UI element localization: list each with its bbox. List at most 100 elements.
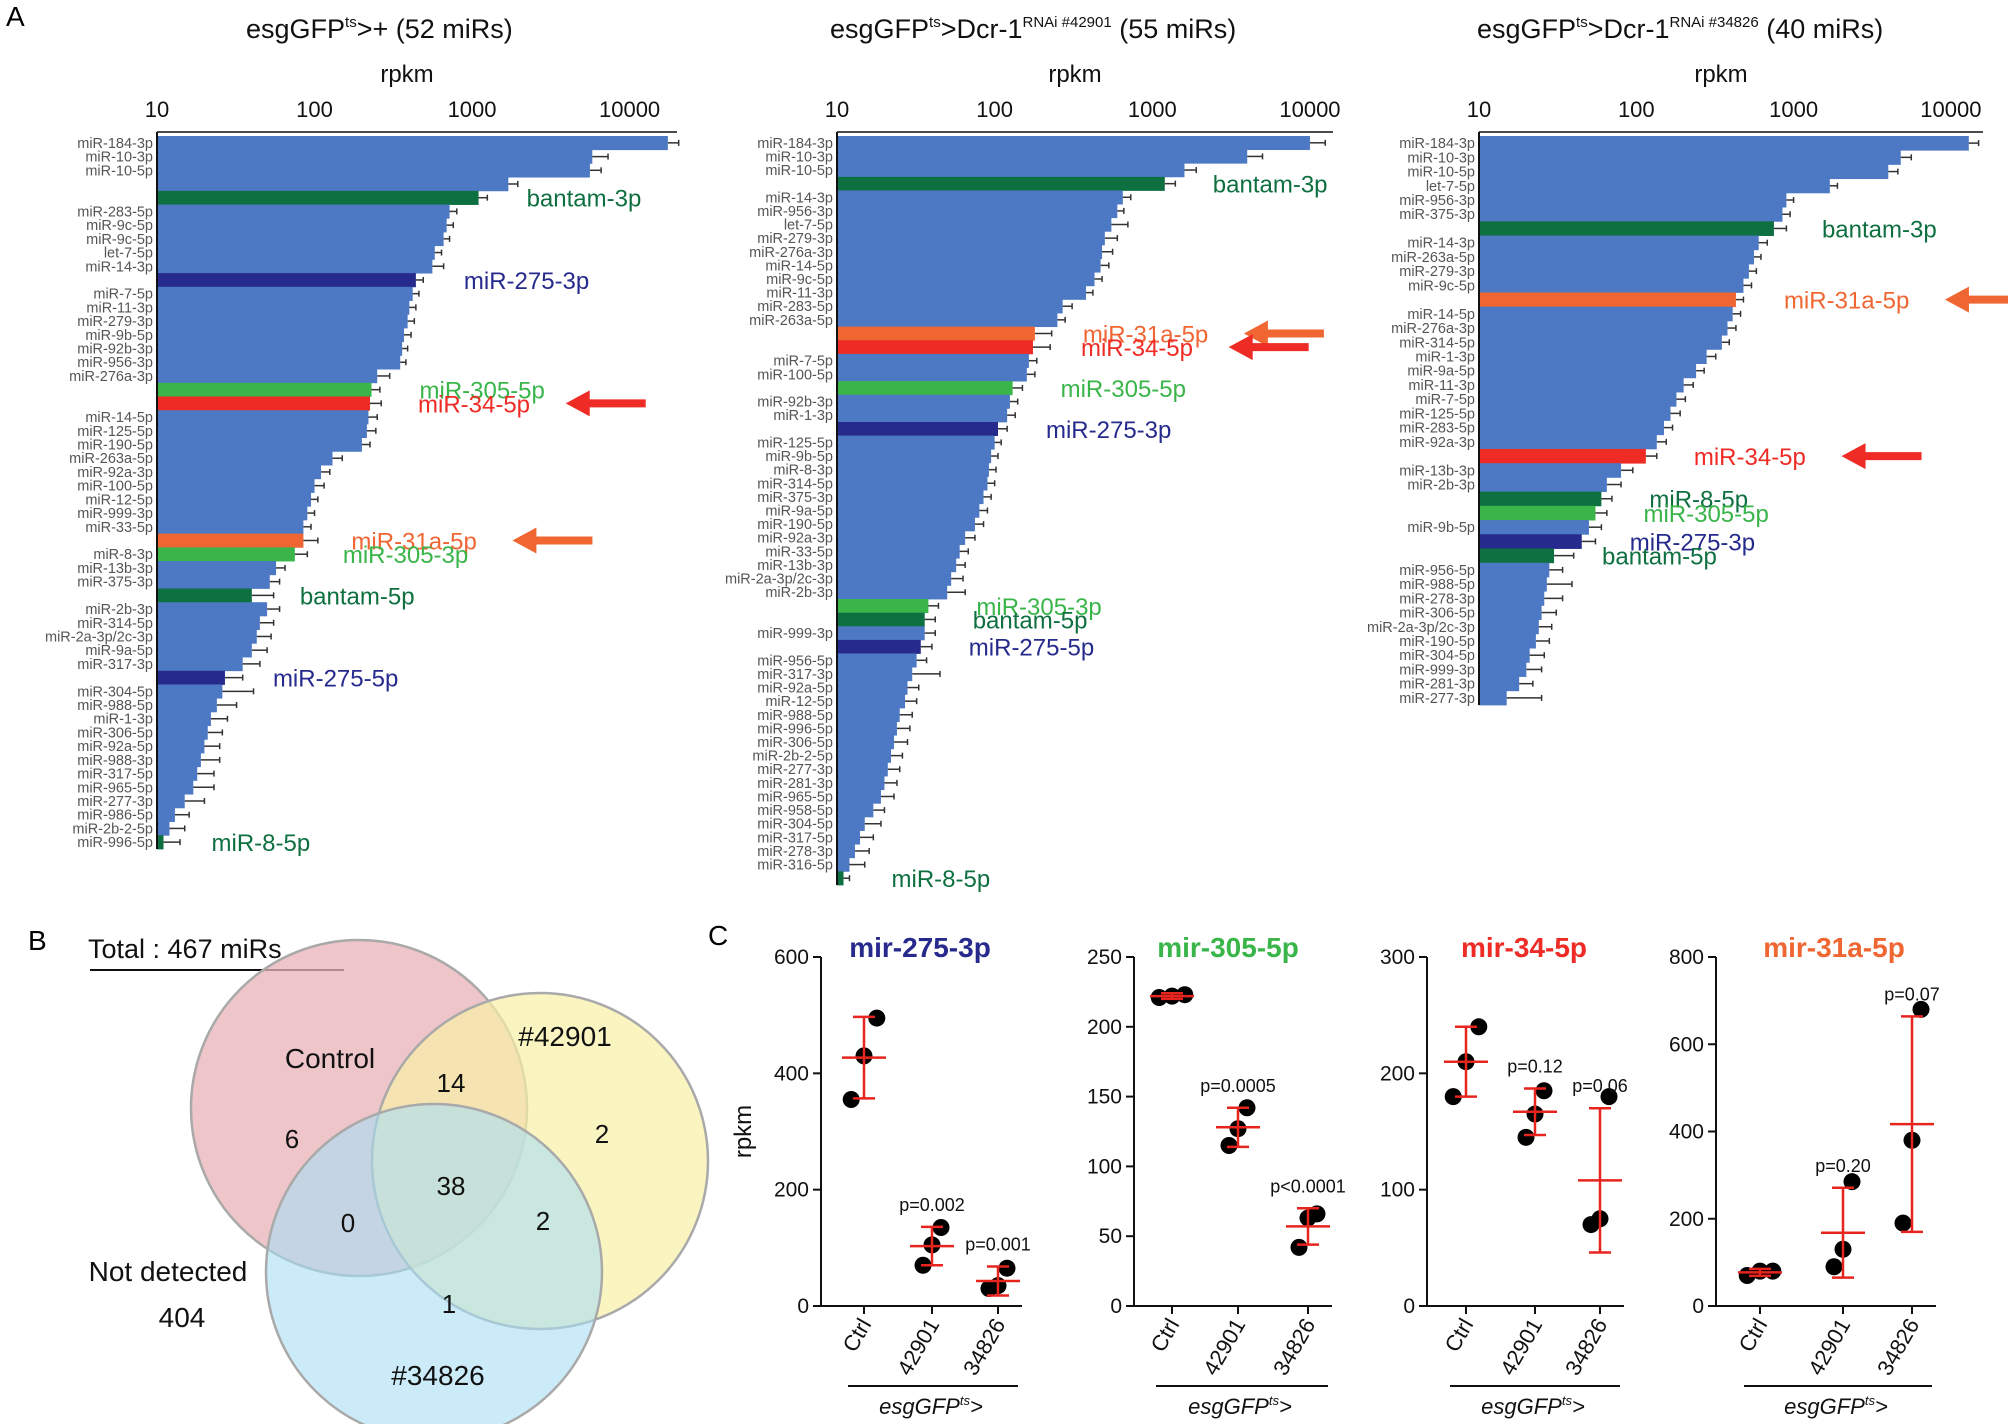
y-tick-label: 600 [1669,1033,1704,1056]
bar [157,506,308,521]
x-axis-label: rpkm [380,61,433,88]
data-point [1912,1000,1930,1018]
bar-label: miR-988-5p [757,708,833,724]
bar [837,721,897,736]
bar-label: miR-100-5p [77,479,153,495]
x-tick-label: 100 [1618,97,1655,122]
bar [837,204,1118,219]
bar [1479,306,1733,322]
highlight-label: miR-275-3p [464,268,589,295]
bar [837,408,1008,423]
bar [837,585,948,600]
bar-label: miR-988-5p [77,698,153,714]
bar [157,753,201,768]
bar [157,478,315,493]
x-tick-label: Ctrl [1440,1314,1479,1356]
bar [837,490,984,505]
bar [157,177,509,192]
bar-label: miR-317-3p [757,667,833,683]
x-tick-label: 34826 [1268,1314,1320,1379]
bar [837,149,1248,164]
title-superscript: ts [345,14,357,31]
y-tick-label: 200 [1669,1208,1704,1231]
bar [837,231,1105,246]
bar [157,657,243,672]
bar [837,680,908,695]
group-label-superscript: ts [1269,1393,1280,1408]
x-tick-label: 1000 [448,97,497,122]
bar-label: miR-13b-3p [1399,463,1475,479]
red-arrow-icon [565,390,646,417]
bar-label: miR-9c-5p [766,272,833,288]
bar-label: miR-996-5p [77,835,153,851]
y-tick-label: 0 [1403,1295,1415,1318]
x-tick-label: 10000 [1279,97,1340,122]
highlight-label: miR-8-5p [212,830,311,857]
x-tick-label: 42901 [1198,1314,1250,1379]
bar-label: miR-33-5p [85,520,153,536]
group-label-part: > [1279,1394,1292,1419]
venn-count-all_three: 38 [437,1171,466,1201]
bar [1479,619,1539,635]
bar-label: miR-2a-3p/2c-3p [1367,620,1475,636]
bar-label: miR-281-3p [1399,677,1475,693]
plot-title: mir-305-5p [1157,932,1299,963]
group-label-superscript: ts [1562,1393,1573,1408]
bar-label: miR-9b-5p [85,328,153,344]
bar [1479,221,1774,236]
group-label-part: esgGFP [1784,1394,1865,1419]
bar-label: miR-956-3p [1399,193,1475,209]
bar [1479,491,1602,507]
bar [157,327,405,343]
data-point [1843,1173,1861,1191]
bar [837,844,855,859]
x-tick-label: 42901 [1495,1314,1547,1379]
bar-label: let-7-5p [784,218,833,234]
bar [1479,235,1759,251]
bar-label: miR-14-5p [1407,307,1475,323]
bar [157,423,367,439]
title-part: (40 miRs) [1759,14,1884,44]
bar-label: miR-190-5p [1399,634,1475,650]
bar-chart-A3: esgGFPts>Dcr-1RNAi #34826 (40 miRs) rpkm 1… [1367,14,2008,707]
dot-plot-C4: mir-31a-5p 0 200 400 600 800 Ctrl 42901 p=0.20 34… [1669,932,1940,1419]
bar [157,588,252,603]
dot-plot-C1: mir-275-3p 0 200 400 600 rpkm Ctrl 42901 p=0.002… [730,932,1031,1419]
y-tick-label: 300 [1380,946,1415,969]
bar [1479,591,1545,606]
bar-label: miR-283-5p [1399,421,1475,437]
bar [837,449,992,464]
bar [1479,392,1677,407]
bar [1479,605,1542,621]
panel-label-c: C [708,920,728,951]
bar-label: miR-9c-5p [86,218,153,234]
bar [837,571,952,586]
bar-label: miR-263a-5p [69,451,153,467]
y-tick-label: 150 [1087,1086,1122,1109]
bar-label: miR-988-5p [1399,577,1475,593]
x-tick-label: Ctrl [838,1314,877,1356]
venn-count-s42901_34826: 2 [536,1206,550,1236]
bar [1479,335,1722,350]
bar-label: miR-92a-3p [1399,435,1475,451]
bar [837,136,1310,151]
bar [837,381,1013,396]
bar [157,698,217,713]
highlight-label: miR-8-5p [1649,487,1748,514]
highlight-label: miR-275-3p [1046,417,1171,444]
bar-label: miR-92a-5p [757,681,833,697]
highlight-label: bantam-3p [1213,172,1328,199]
bar [1479,249,1754,265]
bar [157,807,175,822]
data-point [1894,1214,1912,1232]
bar [1479,264,1749,279]
p-value-label: p=0.20 [1815,1156,1871,1176]
bar-label: miR-92a-3p [757,531,833,547]
bar [157,821,170,836]
bar [1479,363,1697,379]
highlight-label: miR-34-5p [1694,444,1806,471]
bar [837,313,1058,328]
bar [837,857,850,872]
bar-label: miR-92a-3p [77,465,153,481]
y-tick-label: 600 [774,946,809,969]
